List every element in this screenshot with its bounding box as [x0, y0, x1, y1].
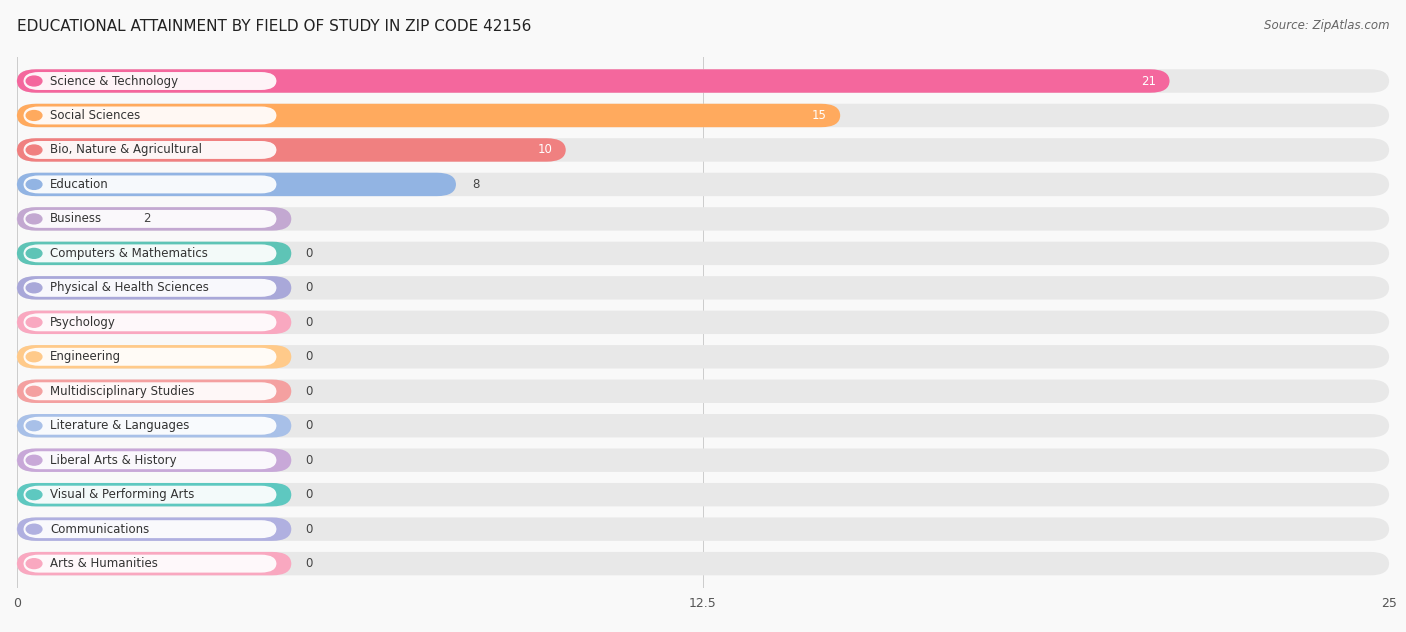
FancyBboxPatch shape: [17, 173, 456, 196]
FancyBboxPatch shape: [24, 245, 277, 262]
Text: 0: 0: [305, 385, 312, 398]
Text: 0: 0: [305, 454, 312, 466]
Text: 0: 0: [305, 419, 312, 432]
FancyBboxPatch shape: [17, 241, 291, 265]
Circle shape: [27, 455, 42, 465]
FancyBboxPatch shape: [17, 138, 1389, 162]
FancyBboxPatch shape: [24, 348, 277, 366]
FancyBboxPatch shape: [17, 414, 1389, 437]
Circle shape: [27, 352, 42, 362]
Circle shape: [27, 76, 42, 86]
FancyBboxPatch shape: [17, 380, 291, 403]
Text: 0: 0: [305, 557, 312, 570]
FancyBboxPatch shape: [17, 310, 1389, 334]
FancyBboxPatch shape: [24, 313, 277, 331]
FancyBboxPatch shape: [17, 552, 1389, 575]
Circle shape: [27, 421, 42, 430]
FancyBboxPatch shape: [17, 483, 1389, 506]
FancyBboxPatch shape: [17, 449, 1389, 472]
FancyBboxPatch shape: [17, 70, 1170, 93]
Circle shape: [27, 317, 42, 327]
FancyBboxPatch shape: [17, 345, 291, 368]
FancyBboxPatch shape: [24, 382, 277, 400]
Circle shape: [27, 214, 42, 224]
Circle shape: [27, 524, 42, 534]
FancyBboxPatch shape: [17, 518, 1389, 541]
Text: Physical & Health Sciences: Physical & Health Sciences: [51, 281, 209, 295]
FancyBboxPatch shape: [17, 552, 291, 575]
Circle shape: [27, 111, 42, 121]
Text: Science & Technology: Science & Technology: [51, 75, 179, 87]
FancyBboxPatch shape: [24, 555, 277, 573]
FancyBboxPatch shape: [17, 276, 291, 300]
Text: Engineering: Engineering: [51, 350, 121, 363]
FancyBboxPatch shape: [17, 310, 291, 334]
Text: Psychology: Psychology: [51, 316, 117, 329]
Circle shape: [27, 248, 42, 258]
Circle shape: [27, 490, 42, 500]
Text: 0: 0: [305, 523, 312, 536]
Text: 2: 2: [143, 212, 150, 226]
FancyBboxPatch shape: [24, 451, 277, 469]
Circle shape: [27, 559, 42, 569]
Circle shape: [27, 145, 42, 155]
FancyBboxPatch shape: [17, 241, 1389, 265]
Text: Bio, Nature & Agricultural: Bio, Nature & Agricultural: [51, 143, 202, 157]
FancyBboxPatch shape: [24, 141, 277, 159]
FancyBboxPatch shape: [24, 520, 277, 538]
Text: Literature & Languages: Literature & Languages: [51, 419, 190, 432]
Text: Source: ZipAtlas.com: Source: ZipAtlas.com: [1264, 19, 1389, 32]
Text: 8: 8: [472, 178, 479, 191]
FancyBboxPatch shape: [17, 518, 291, 541]
FancyBboxPatch shape: [24, 279, 277, 297]
Text: Arts & Humanities: Arts & Humanities: [51, 557, 157, 570]
FancyBboxPatch shape: [17, 104, 841, 127]
FancyBboxPatch shape: [17, 483, 291, 506]
FancyBboxPatch shape: [24, 72, 277, 90]
FancyBboxPatch shape: [17, 449, 291, 472]
FancyBboxPatch shape: [17, 173, 1389, 196]
Circle shape: [27, 179, 42, 190]
Circle shape: [27, 386, 42, 396]
FancyBboxPatch shape: [17, 380, 1389, 403]
Text: 0: 0: [305, 488, 312, 501]
FancyBboxPatch shape: [24, 107, 277, 125]
Text: 0: 0: [305, 247, 312, 260]
Text: Computers & Mathematics: Computers & Mathematics: [51, 247, 208, 260]
FancyBboxPatch shape: [24, 486, 277, 504]
FancyBboxPatch shape: [17, 414, 291, 437]
Circle shape: [27, 283, 42, 293]
Text: Business: Business: [51, 212, 103, 226]
Text: 0: 0: [305, 350, 312, 363]
FancyBboxPatch shape: [17, 207, 1389, 231]
FancyBboxPatch shape: [17, 276, 1389, 300]
Text: 10: 10: [537, 143, 553, 157]
Text: Liberal Arts & History: Liberal Arts & History: [51, 454, 177, 466]
FancyBboxPatch shape: [24, 210, 277, 228]
Text: Social Sciences: Social Sciences: [51, 109, 141, 122]
Text: 0: 0: [305, 281, 312, 295]
FancyBboxPatch shape: [17, 138, 565, 162]
Text: Communications: Communications: [51, 523, 149, 536]
Text: 0: 0: [305, 316, 312, 329]
FancyBboxPatch shape: [17, 207, 291, 231]
FancyBboxPatch shape: [17, 70, 1389, 93]
Text: EDUCATIONAL ATTAINMENT BY FIELD OF STUDY IN ZIP CODE 42156: EDUCATIONAL ATTAINMENT BY FIELD OF STUDY…: [17, 19, 531, 34]
Text: Visual & Performing Arts: Visual & Performing Arts: [51, 488, 194, 501]
Text: Education: Education: [51, 178, 108, 191]
Text: 21: 21: [1140, 75, 1156, 87]
FancyBboxPatch shape: [17, 104, 1389, 127]
FancyBboxPatch shape: [17, 345, 1389, 368]
FancyBboxPatch shape: [24, 416, 277, 435]
Text: 15: 15: [811, 109, 827, 122]
Text: Multidisciplinary Studies: Multidisciplinary Studies: [51, 385, 194, 398]
FancyBboxPatch shape: [24, 176, 277, 193]
